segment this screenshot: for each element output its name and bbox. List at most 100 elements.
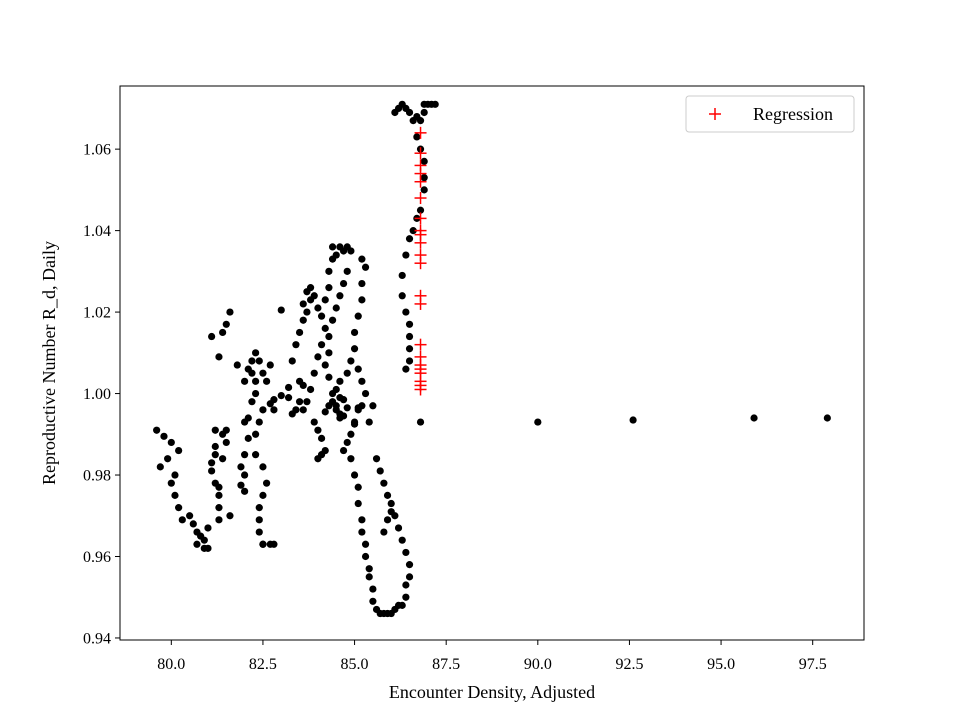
data-point [219, 455, 227, 463]
data-point [277, 391, 285, 400]
data-point [350, 345, 359, 353]
data-point [321, 361, 329, 369]
regression-point [414, 236, 427, 249]
data-point [270, 406, 278, 414]
data-point [358, 516, 366, 524]
data-point [339, 412, 348, 420]
data-point [409, 227, 417, 235]
data-point [629, 416, 637, 424]
data-point [823, 414, 831, 422]
data-point [284, 394, 293, 402]
data-point [241, 471, 249, 479]
x-axis-label: Encounter Density, Adjusted [389, 682, 595, 702]
x-tick-label: 97.5 [799, 656, 827, 673]
data-point [365, 565, 373, 573]
data-point [402, 308, 410, 316]
data-point [252, 430, 260, 438]
y-axis-label: Reproductive Number R_d, Daily [39, 241, 59, 485]
data-point [317, 312, 326, 320]
data-point [255, 357, 263, 365]
data-point [376, 467, 384, 475]
data-point [306, 284, 315, 292]
data-point [372, 455, 381, 463]
data-point [277, 306, 285, 314]
data-point [215, 483, 223, 491]
data-point [369, 585, 377, 593]
data-point [405, 573, 414, 581]
data-point [402, 548, 410, 557]
x-tick-label: 82.5 [249, 656, 277, 673]
data-point [252, 451, 260, 459]
data-point [394, 524, 403, 532]
data-point [325, 373, 333, 381]
data-point [211, 442, 219, 451]
data-point [314, 304, 322, 312]
x-tick-label: 87.5 [432, 656, 460, 673]
data-point [343, 369, 351, 377]
data-point [343, 438, 351, 447]
legend-marker-plus [709, 108, 721, 120]
data-point [347, 455, 355, 463]
y-axis: 0.94 0.96 0.98 1.00 1.02 1.04 1.06 [83, 142, 120, 647]
data-point [255, 516, 263, 524]
data-point [383, 516, 392, 524]
data-point [226, 512, 234, 520]
data-point [156, 463, 164, 471]
data-point [431, 100, 439, 108]
data-point [219, 328, 227, 337]
data-point [295, 377, 304, 385]
data-point [350, 420, 359, 428]
data-point [413, 133, 421, 141]
data-point [317, 341, 326, 349]
data-point [416, 117, 425, 125]
data-point [248, 398, 256, 406]
data-point [259, 406, 267, 414]
data-point [153, 426, 161, 434]
y-tick-label: 0.98 [83, 468, 111, 485]
data-point [405, 320, 414, 328]
data-point [255, 418, 263, 426]
data-point [336, 377, 344, 385]
data-point [750, 414, 758, 422]
data-point [416, 206, 425, 214]
x-tick-label: 90.0 [524, 656, 552, 673]
data-point [310, 369, 318, 377]
regression-series [414, 126, 427, 396]
x-tick-label: 85.0 [341, 656, 369, 673]
data-point [200, 536, 208, 544]
data-point [336, 292, 344, 300]
data-point [332, 251, 340, 259]
data-point [358, 528, 366, 536]
data-point [339, 279, 348, 288]
data-point [303, 308, 311, 316]
x-axis: 80.0 82.5 85.0 87.5 90.0 92.5 95.0 97.5 [157, 640, 827, 673]
data-point [405, 357, 414, 365]
data-point [175, 446, 183, 455]
x-tick-label: 92.5 [615, 656, 643, 673]
data-point [405, 561, 414, 569]
data-point [178, 516, 186, 524]
data-point [171, 471, 179, 479]
data-point [270, 540, 278, 548]
legend-box [685, 95, 855, 133]
data-point [186, 512, 194, 520]
data-point [321, 296, 329, 304]
data-point [534, 418, 542, 426]
data-point [248, 369, 256, 377]
data-point [354, 365, 362, 373]
data-point [255, 504, 263, 512]
data-point [350, 328, 359, 337]
regression-point [414, 257, 427, 270]
data-point [252, 377, 260, 385]
regression-point [414, 338, 427, 351]
data-point [361, 263, 370, 271]
data-point [160, 432, 168, 440]
data-point [288, 357, 296, 365]
data-point [208, 467, 216, 475]
data-point [354, 483, 362, 491]
data-point [288, 410, 296, 418]
data-point [164, 455, 172, 463]
data-point [303, 398, 311, 406]
data-point [343, 404, 351, 412]
data-point [354, 499, 362, 508]
